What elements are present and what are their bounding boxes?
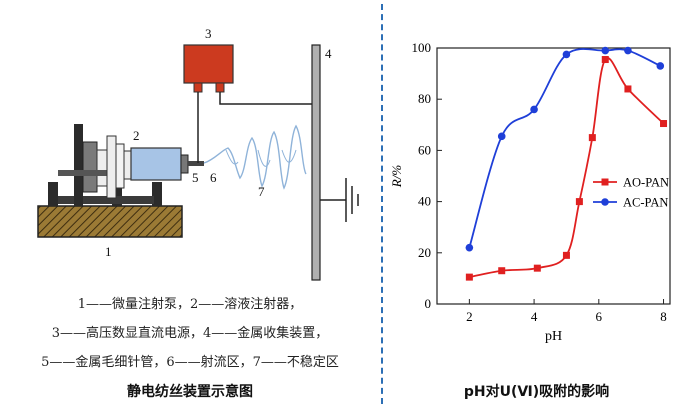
legend-line-2: 3——高压数显直流电源，4——金属收集装置， [51, 326, 329, 341]
callout-1: 1 [105, 244, 112, 259]
y-tick-label-0: 0 [425, 296, 432, 311]
capillary-needle [188, 161, 204, 166]
plot-frame [436, 47, 671, 305]
point-ao-pan-4 [575, 198, 583, 206]
x-tick-label-3: 8 [660, 309, 667, 324]
y-tick-label-5: 100 [412, 40, 432, 55]
callout-6: 6 [210, 170, 217, 185]
point-ao-pan-0 [465, 273, 473, 281]
chart-axes [436, 47, 671, 305]
point-ac-pan-1 [497, 132, 506, 141]
callout-4: 4 [325, 46, 332, 61]
legend-label-ao-pan: AO-PAN [623, 176, 669, 190]
legend-label-ac-pan: AC-PAN [623, 196, 668, 210]
y-axis-label: R/% [389, 165, 404, 189]
point-ao-pan-2 [533, 264, 541, 272]
point-ac-pan-3 [562, 50, 571, 59]
apparatus-caption: 静电纺丝装置示意图 [127, 384, 253, 400]
legend-line-1: 1——微量注射泵，2——溶液注射器， [77, 297, 303, 312]
panel-divider [381, 4, 383, 404]
chart-caption: pH对U(Ⅵ)吸附的影响 [463, 384, 610, 400]
series-line-ac-pan [468, 48, 661, 248]
power-supply [183, 44, 234, 93]
x-tick-label-2: 6 [596, 309, 603, 324]
callout-2: 2 [133, 128, 140, 143]
point-ac-pan-4 [601, 46, 610, 55]
point-ac-pan-5 [624, 46, 632, 55]
wire-to-collector [219, 92, 312, 105]
y-tick-label-2: 40 [418, 194, 431, 209]
x-tick-label-0: 2 [466, 309, 473, 324]
solution-syringe [123, 147, 189, 181]
chart-panel: 2 4 6 8 0 20 40 60 80 100 AO-PAN AC-PAN R/% pH pH对… [387, 0, 686, 409]
legend-marker-ao-pan [601, 178, 609, 186]
point-ac-pan-6 [656, 62, 665, 70]
point-ao-pan-6 [601, 56, 609, 64]
y-tick-label-3: 60 [418, 142, 431, 157]
point-ao-pan-7 [624, 85, 632, 93]
syringe-pump [48, 124, 162, 206]
legend-line-3: 5——金属毛细针管，6——射流区，7——不稳定区 [41, 355, 339, 370]
y-tick-label-4: 80 [418, 91, 431, 106]
ground-icon [320, 178, 359, 222]
y-tick-label-1: 20 [418, 245, 431, 260]
jet-stream [203, 124, 307, 190]
callout-5: 5 [192, 170, 199, 185]
chart-curves [468, 48, 665, 279]
point-ao-pan-1 [498, 267, 506, 275]
callout-7: 7 [258, 184, 265, 199]
x-axis-label: pH [545, 329, 562, 344]
apparatus-diagram: 1 2 3 4 5 6 7 [37, 26, 359, 281]
point-ac-pan-2 [530, 105, 538, 114]
series-line-ao-pan [469, 57, 665, 279]
pump-base [37, 205, 183, 238]
x-tick-label-1: 4 [531, 309, 538, 324]
apparatus-panel: 1 2 3 4 5 6 7 1——微量注射泵，2——溶液注射器， 3——高压数显… [37, 26, 359, 400]
point-ao-pan-3 [562, 251, 570, 259]
point-ao-pan-5 [588, 134, 596, 142]
chart-markers [465, 46, 668, 281]
point-ao-pan-8 [660, 120, 668, 128]
callout-3: 3 [205, 26, 212, 41]
point-ac-pan-0 [465, 243, 474, 252]
jet-stream-echo [225, 149, 297, 167]
legend-marker-ac-pan [601, 198, 609, 206]
chart-legend: AO-PAN AC-PAN [593, 176, 669, 210]
metal-collector [311, 44, 321, 281]
